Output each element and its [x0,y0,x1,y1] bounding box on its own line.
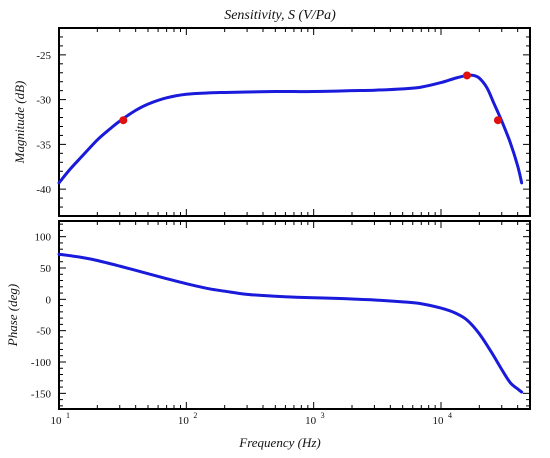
magnitude-y-tick-labels: -25 -30 -35 -40 [36,50,51,196]
phase-y-tick-label: 50 [40,263,52,275]
magnitude-series-line [57,73,524,185]
magnitude-y-axis-label: Magnitude (dB) [12,81,27,165]
magnitude-tick-marks [58,27,531,217]
magnitude-markers [119,71,502,125]
phase-plot-frame [58,220,531,410]
magnitude-y-tick-label: -40 [36,184,51,196]
x-axis-label: Frequency (Hz) [238,435,320,450]
phase-tick-marks [58,221,531,409]
phase-y-tick-label: 0 [46,294,52,306]
phase-series-line [57,252,524,394]
magnitude-plot-frame [58,27,531,217]
x-tick-label: 10 [51,415,63,427]
chart-title: Sensitivity, S (V/Pa) [224,8,336,23]
magnitude-panel: -25 -30 -35 -40 Magnitude (dB) [12,27,531,217]
x-tick-label-exponent: 2 [193,411,197,420]
phase-panel: 100 50 0 -50 -100 -150 Phase (deg) [5,220,531,410]
x-tick-label: 10 [305,415,317,427]
x-tick-label: 10 [178,415,190,427]
phase-y-axis-label: Phase (deg) [5,284,20,347]
x-tick-label: 10 [432,415,444,427]
phase-y-tick-label: -150 [31,388,52,400]
phase-y-tick-label: -50 [36,326,51,338]
phase-y-tick-label: -100 [31,357,52,369]
magnitude-y-tick-label: -25 [36,50,51,62]
magnitude-y-tick-label: -30 [36,95,51,107]
x-tick-label-exponent: 3 [321,411,325,420]
x-tick-label-exponent: 4 [448,411,452,420]
phase-y-tick-label: 100 [35,232,52,244]
magnitude-marker-point [119,116,128,125]
phase-y-tick-labels: 100 50 0 -50 -100 -150 [31,232,52,401]
magnitude-marker-point [493,116,502,125]
x-tick-label-exponent: 1 [66,411,70,420]
magnitude-y-tick-label: -35 [36,139,51,151]
x-tick-labels: 10 1 10 2 10 3 10 4 [51,411,452,427]
magnitude-marker-point [462,71,471,80]
